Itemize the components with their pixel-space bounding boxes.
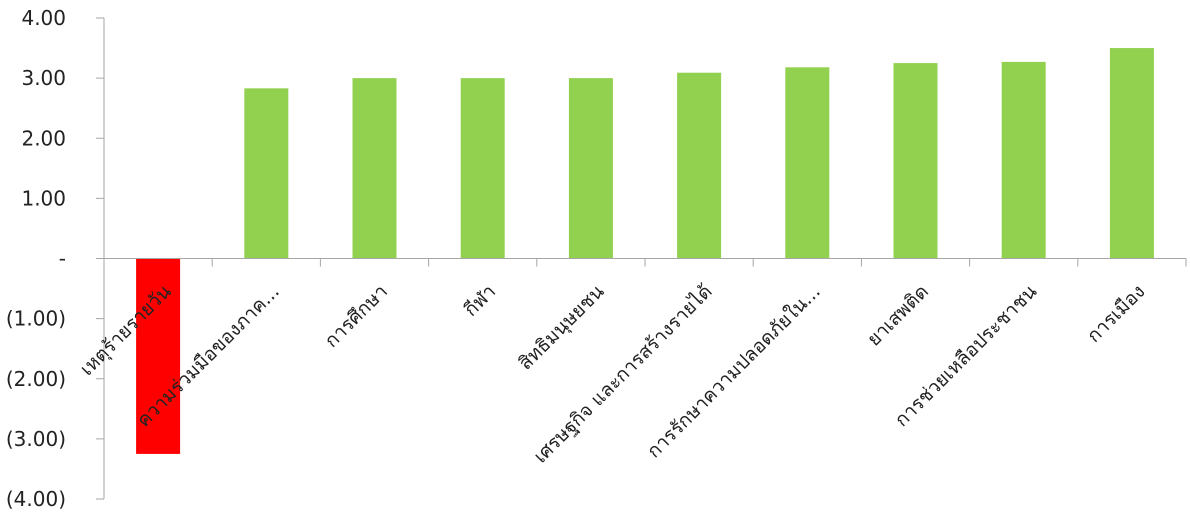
x-category-label: สิทธิมนุษยชน	[515, 280, 610, 375]
y-tick-label: (1.00)	[6, 307, 66, 331]
bar	[1001, 61, 1046, 259]
y-tick-label: (3.00)	[6, 427, 66, 451]
bar	[352, 78, 397, 259]
y-tick-label: 4.00	[21, 6, 66, 30]
y-tick-label: 3.00	[21, 66, 66, 90]
x-category-label: เศรษฐกิจ และการสร้างรายได้	[530, 280, 717, 467]
y-tick-label: -	[59, 247, 66, 271]
bar	[785, 67, 830, 259]
x-category-label: การเมือง	[1083, 280, 1150, 347]
y-tick-label: 1.00	[21, 186, 66, 210]
bar	[1109, 48, 1154, 259]
x-category-label: ยาเสพติด	[863, 280, 933, 350]
bar	[568, 78, 613, 259]
bar	[136, 258, 181, 454]
y-tick-label: 2.00	[21, 126, 66, 150]
x-category-label: การศึกษา	[321, 280, 393, 352]
y-axis: 4.00 3.00 2.00 1.00 - (1.00) (2.00) (3.00) (4.00…	[6, 6, 105, 511]
x-category-label: กีฬา	[460, 280, 500, 320]
y-tick-label: (4.00)	[6, 487, 66, 511]
x-category-label: การรักษาความปลอดภัยใน...	[643, 280, 825, 462]
y-tick-label: (2.00)	[6, 367, 66, 391]
bar	[460, 78, 505, 259]
bar	[244, 88, 289, 259]
bar	[677, 72, 722, 259]
bars	[136, 48, 1154, 454]
bar	[893, 63, 938, 259]
